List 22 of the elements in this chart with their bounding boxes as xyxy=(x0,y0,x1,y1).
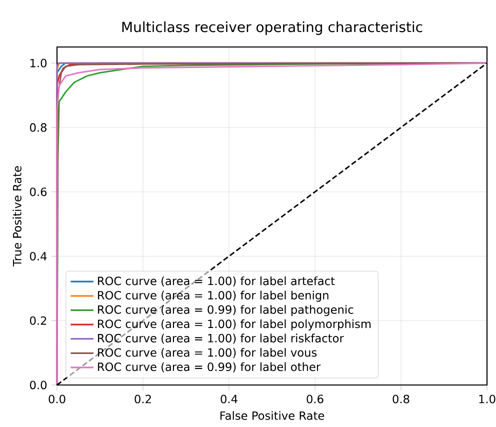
legend-label: ROC curve (area = 0.99) for label pathogenic xyxy=(98,305,354,316)
y-tick-label: 1.0 xyxy=(30,58,47,68)
legend-label: ROC curve (area = 1.00) for label benign xyxy=(98,290,328,302)
legend-label: ROC curve (area = 1.00) for label vous xyxy=(98,348,317,358)
y-axis-title: True Positive Rate xyxy=(12,166,22,267)
y-tick-label: 0.6 xyxy=(30,188,47,196)
y-tick-label: 0.8 xyxy=(30,123,46,132)
x-tick-label: 0.4 xyxy=(220,394,238,404)
x-tick-label: 0.8 xyxy=(392,394,410,404)
y-tick-label: 0.2 xyxy=(30,316,46,325)
legend-label: ROC curve (area = 1.00) for label riskfactor xyxy=(98,334,344,344)
x-axis-title: False Positive Rate xyxy=(220,411,324,420)
legend-label: ROC curve (area = 1.00) for label artefact xyxy=(98,276,335,287)
x-tick-label: 0.0 xyxy=(48,394,66,404)
x-tick-label: 1.0 xyxy=(479,394,496,404)
legend-label: ROC curve (area = 1.00) for label polymorphism xyxy=(98,319,371,330)
x-tick-label: 0.6 xyxy=(306,394,324,404)
chart-title: Multiclass receiver operating characteristic xyxy=(122,21,422,35)
y-tick-label: 0.0 xyxy=(30,380,47,390)
legend-label: ROC curve (area = 0.99) for label other xyxy=(98,362,321,372)
x-tick-label: 0.2 xyxy=(134,394,151,404)
y-tick-label: 0.4 xyxy=(30,252,47,261)
